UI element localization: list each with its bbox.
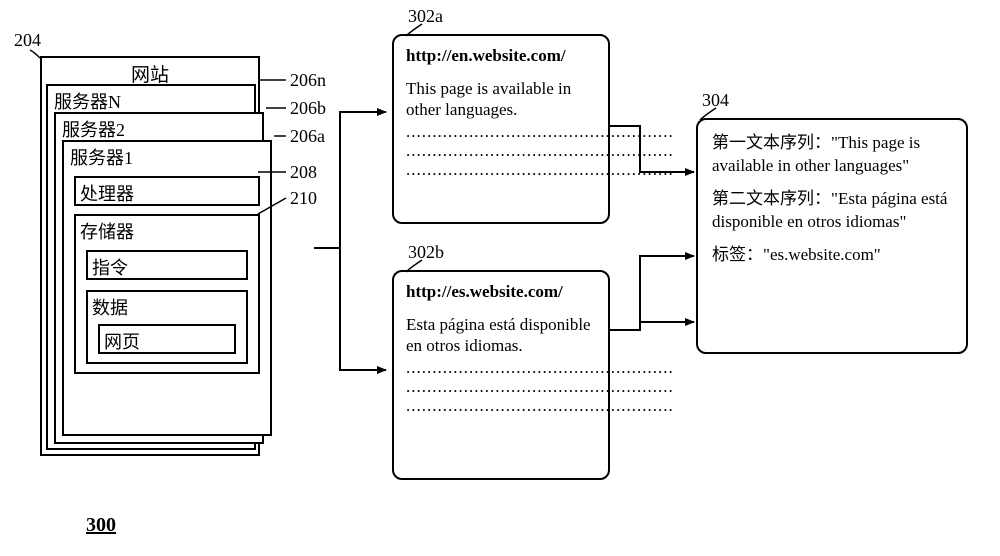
figure-number: 300 [86, 514, 116, 537]
page-a-url: http://en.website.com/ [406, 46, 596, 66]
page-b-dots-2: ........................................… [406, 378, 596, 395]
page-b-box: http://es.website.com/ Esta página está … [392, 270, 610, 480]
output-line-3: 标签："es.website.com" [712, 244, 952, 267]
output-box: 第一文本序列："This page is available in other … [696, 118, 968, 354]
data-label: 数据 [88, 292, 246, 322]
website-title: 网站 [42, 58, 258, 87]
callout-304: 304 [702, 90, 729, 111]
callout-204: 204 [14, 30, 41, 51]
page-b-body: Esta página está disponible en otros idi… [406, 314, 596, 357]
storage-box: 存储器 指令 数据 网页 [74, 214, 260, 374]
output-line-1: 第一文本序列："This page is available in other … [712, 132, 952, 178]
page-b-dots-3: ........................................… [406, 397, 596, 414]
server-1-card: 服务器1 处理器 存储器 指令 数据 网页 [62, 140, 272, 436]
instructions-box: 指令 [86, 250, 248, 280]
callout-302a: 302a [408, 6, 443, 27]
callout-302b: 302b [408, 242, 444, 263]
instructions-label: 指令 [88, 252, 246, 282]
callout-206n: 206n [290, 70, 326, 91]
page-a-dots-2: ........................................… [406, 142, 596, 159]
server-1-label: 服务器1 [64, 142, 270, 172]
callout-208: 208 [290, 162, 317, 183]
processor-box: 处理器 [74, 176, 260, 206]
page-a-box: http://en.website.com/ This page is avai… [392, 34, 610, 224]
page-a-body: This page is available in other language… [406, 78, 596, 121]
page-a-dots-1: ........................................… [406, 123, 596, 140]
page-b-dots-1: ........................................… [406, 359, 596, 376]
page-a-dots-3: ........................................… [406, 161, 596, 178]
data-box: 数据 网页 [86, 290, 248, 364]
storage-label: 存储器 [76, 216, 258, 246]
webpage-label: 网页 [100, 326, 234, 356]
diagram-stage: 204 206n 206b 206a 208 210 302a 302b 304… [0, 0, 1000, 556]
output-line-3-label: 标签： [712, 245, 763, 264]
output-line-3-value: "es.website.com" [763, 245, 881, 264]
output-line-2: 第二文本序列："Esta página está disponible en o… [712, 188, 952, 234]
output-line-1-label: 第一文本序列： [712, 133, 831, 152]
page-b-url: http://es.website.com/ [406, 282, 596, 302]
callout-210: 210 [290, 188, 317, 209]
callout-206b: 206b [290, 98, 326, 119]
webpage-box: 网页 [98, 324, 236, 354]
processor-label: 处理器 [76, 178, 258, 208]
callout-206a: 206a [290, 126, 325, 147]
output-line-2-label: 第二文本序列： [712, 189, 831, 208]
